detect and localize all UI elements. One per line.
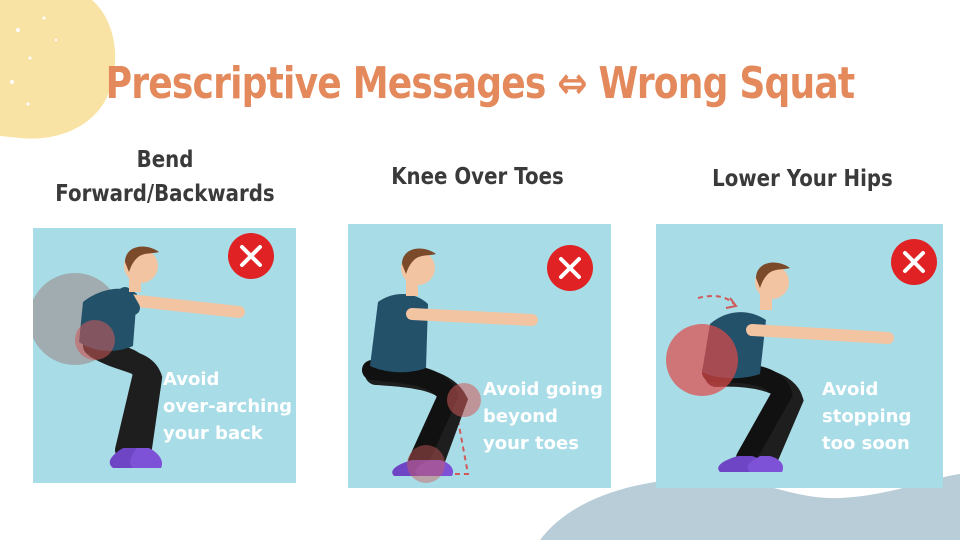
squatter-illustration-3 bbox=[666, 262, 894, 472]
panel-1-note-line-3: your back bbox=[163, 423, 263, 444]
decorative-blob-bottom-right bbox=[540, 474, 960, 540]
panel-2-note-line-3: your toes bbox=[483, 433, 579, 454]
panel-2-note-line-2: beyond bbox=[483, 406, 558, 427]
panel-3-note-line-3: too soon bbox=[822, 433, 910, 454]
panel-3-note-line-2: stopping bbox=[822, 406, 912, 427]
panel-3-note-line-1: Avoid bbox=[822, 379, 879, 400]
panel-2-note: Avoid going beyond your toes bbox=[483, 376, 603, 457]
decorative-blob-top-left bbox=[0, 0, 116, 139]
panel-2-caption-line-1: Knee Over Toes bbox=[391, 164, 564, 190]
panel-3-note: Avoid stopping too soon bbox=[822, 376, 911, 457]
panel-1-caption-line-1: Bend bbox=[136, 147, 194, 173]
panel-2-note-line-1: Avoid going bbox=[483, 379, 603, 400]
panel-3-caption-line-1: Lower Your Hips bbox=[712, 166, 893, 192]
panel-1-image: Avoid over-arching your back bbox=[33, 228, 296, 483]
squatter-illustration-2 bbox=[362, 248, 538, 483]
panel-1-note-line-1: Avoid bbox=[163, 369, 220, 390]
close-icon bbox=[547, 245, 593, 291]
close-icon bbox=[228, 233, 274, 279]
slide-title: Prescriptive Messages ⇔ Wrong Squat bbox=[105, 58, 856, 109]
panel-3-image: Avoid stopping too soon bbox=[656, 224, 943, 488]
panel-1-caption: Bend Forward/Backwards bbox=[49, 143, 281, 211]
panel-2-caption: Knee Over Toes bbox=[359, 160, 596, 194]
panel-2-image: Avoid going beyond your toes bbox=[348, 224, 611, 488]
panel-1-note-line-2: over-arching bbox=[163, 396, 293, 417]
squatter-illustration-1 bbox=[33, 246, 245, 468]
close-icon bbox=[891, 239, 937, 285]
panel-3-caption: Lower Your Hips bbox=[680, 162, 925, 196]
panel-1-caption-line-2: Forward/Backwards bbox=[55, 181, 275, 207]
panel-1-note: Avoid over-arching your back bbox=[163, 366, 292, 447]
